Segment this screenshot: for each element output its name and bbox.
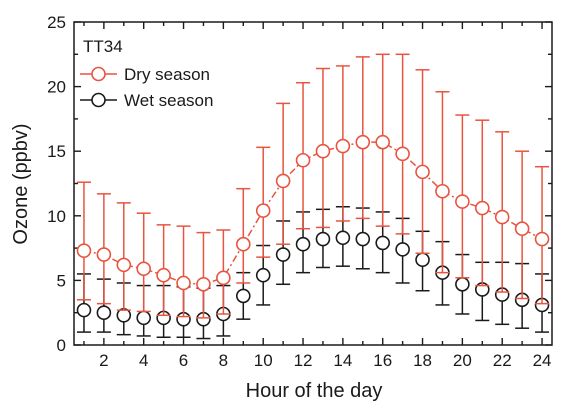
data-point	[435, 183, 450, 199]
data-point	[235, 236, 251, 252]
data-point	[395, 146, 410, 162]
data-point	[136, 261, 152, 277]
x-tick-label: 2	[99, 351, 108, 370]
y-axis-title: Ozone (ppbv)	[10, 123, 32, 244]
x-tick-label: 10	[254, 351, 273, 370]
y-tick-label: 15	[47, 142, 66, 161]
data-point	[395, 242, 410, 257]
data-point	[375, 235, 391, 251]
data-point	[96, 305, 112, 321]
y-tick-label: 10	[47, 207, 66, 226]
data-point	[295, 152, 311, 168]
series-layer	[76, 53, 550, 340]
data-point	[136, 310, 152, 326]
x-tick-label: 22	[493, 351, 512, 370]
data-point	[455, 276, 470, 292]
data-point	[315, 143, 331, 159]
legend-entry-wet: Wet season	[80, 91, 213, 110]
legend-swatch-marker-wet	[91, 92, 106, 108]
data-point	[76, 243, 92, 258]
x-tick-label: 24	[533, 351, 552, 370]
data-point	[116, 257, 132, 273]
data-point	[176, 275, 191, 291]
data-point	[235, 288, 251, 304]
data-point	[156, 267, 171, 283]
data-point	[255, 203, 271, 218]
x-axis-title: Hour of the day	[246, 380, 383, 402]
data-point	[415, 252, 430, 268]
x-tick-label: 14	[333, 351, 352, 370]
x-tick-label: 6	[179, 351, 188, 370]
x-tick-label: 20	[453, 351, 472, 370]
x-tick-label: 8	[219, 351, 228, 370]
legend-entry-dry: Dry season	[80, 65, 210, 84]
x-tick-label: 16	[373, 351, 392, 370]
series-line	[83, 141, 543, 286]
x-tick-label: 18	[413, 351, 432, 370]
data-point	[255, 267, 271, 283]
data-point	[295, 236, 311, 252]
data-point	[275, 173, 291, 189]
legend-label-dry: Dry season	[124, 65, 210, 84]
series-dry	[76, 53, 550, 319]
data-point	[415, 164, 430, 180]
x-tick-label: 4	[139, 351, 148, 370]
data-point	[335, 138, 351, 154]
panel-label: TT34	[83, 37, 123, 56]
data-point	[474, 200, 490, 216]
data-point	[315, 231, 331, 247]
x-tick-label: 12	[294, 351, 313, 370]
y-tick-label: 5	[57, 271, 66, 290]
data-point	[355, 134, 371, 150]
legend: Dry season Wet season	[80, 65, 213, 110]
data-point	[375, 134, 391, 150]
y-tick-label: 20	[47, 78, 66, 97]
y-tick-label: 0	[57, 336, 66, 355]
data-point	[494, 209, 510, 225]
data-point	[216, 270, 231, 286]
data-point	[534, 231, 550, 247]
data-point	[275, 247, 291, 262]
legend-swatch-marker-dry	[91, 66, 106, 82]
data-point	[335, 230, 351, 246]
y-tick-label: 25	[47, 13, 66, 32]
data-point	[196, 276, 211, 292]
data-point	[455, 194, 470, 209]
data-point	[76, 302, 92, 318]
legend-label-wet: Wet season	[124, 91, 213, 110]
data-point	[355, 231, 371, 247]
data-point	[514, 221, 530, 237]
data-point	[96, 247, 112, 262]
